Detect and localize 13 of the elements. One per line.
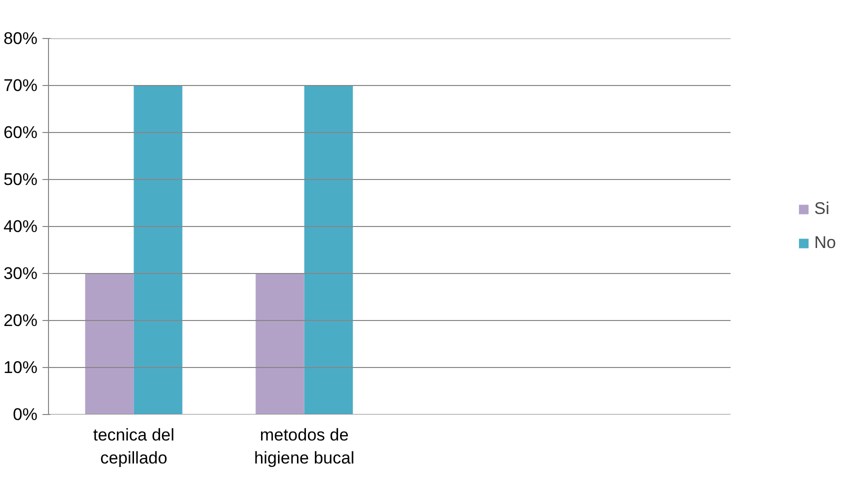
y-tick-label: 40% (3, 217, 38, 236)
y-tick-label: 60% (3, 123, 38, 142)
legend-label: No (814, 233, 836, 253)
y-tick-label: 80% (3, 29, 38, 48)
x-tick-label: tecnica del cepillado (93, 426, 174, 468)
y-tick-label: 0% (12, 405, 38, 424)
y-tick-label: 30% (3, 264, 38, 283)
y-tick-label: 70% (3, 76, 38, 95)
legend-label: Si (814, 199, 830, 219)
x-tick-label: metodos de higiene bucal (254, 426, 354, 468)
y-tick-label: 50% (3, 170, 38, 189)
y-tick-label: 10% (3, 358, 38, 377)
y-tick-label: 20% (3, 311, 38, 330)
